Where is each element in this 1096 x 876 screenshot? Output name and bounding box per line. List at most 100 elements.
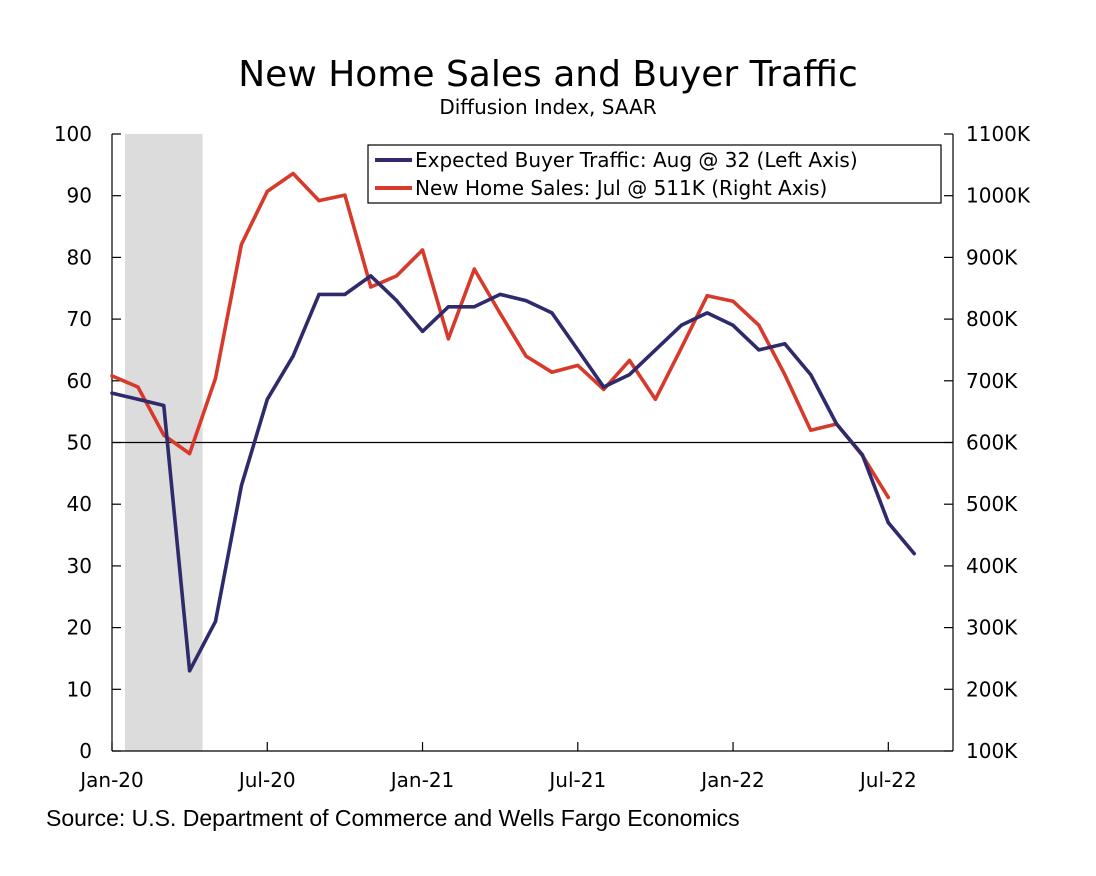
data-point-home-sales bbox=[265, 189, 269, 193]
data-point-home-sales bbox=[783, 373, 787, 377]
left-axis-tick-label: 40 bbox=[67, 492, 92, 516]
data-point-home-sales bbox=[472, 267, 476, 271]
data-point-home-sales bbox=[498, 311, 502, 316]
x-axis-tick-label: Jan-22 bbox=[699, 768, 765, 792]
data-point-buyer-traffic bbox=[317, 292, 321, 297]
data-point-buyer-traffic bbox=[834, 422, 839, 426]
data-point-home-sales bbox=[602, 387, 606, 392]
left-axis-tick-label: 0 bbox=[79, 739, 92, 763]
data-point-buyer-traffic bbox=[886, 521, 890, 525]
left-axis-tick-label: 30 bbox=[67, 554, 92, 578]
series-layer bbox=[110, 171, 917, 673]
left-axis-tick-label: 100 bbox=[54, 122, 92, 146]
data-point-buyer-traffic bbox=[757, 348, 761, 352]
data-point-home-sales bbox=[757, 323, 761, 327]
data-point-home-sales bbox=[576, 363, 580, 367]
data-point-home-sales bbox=[136, 385, 140, 389]
legend-box bbox=[367, 144, 942, 204]
chart-subtitle: Diffusion Index, SAAR bbox=[439, 95, 656, 119]
data-point-buyer-traffic bbox=[627, 373, 632, 377]
data-point-home-sales bbox=[627, 358, 632, 363]
right-axis-tick-label: 800K bbox=[966, 307, 1018, 331]
data-point-home-sales bbox=[369, 285, 373, 289]
data-point-home-sales bbox=[886, 495, 890, 500]
data-point-buyer-traffic bbox=[369, 274, 373, 278]
data-point-buyer-traffic bbox=[498, 292, 502, 297]
data-point-home-sales bbox=[110, 374, 114, 378]
data-point-home-sales bbox=[705, 294, 709, 298]
series-line-buyer-traffic bbox=[110, 274, 917, 673]
data-point-buyer-traffic bbox=[550, 311, 554, 315]
source-note: Source: U.S. Department of Commerce and … bbox=[46, 805, 740, 831]
data-point-home-sales bbox=[524, 354, 528, 358]
right-axis-tick-label: 300K bbox=[966, 616, 1018, 640]
right-axis-tick-label: 400K bbox=[966, 554, 1018, 578]
data-point-buyer-traffic bbox=[705, 311, 709, 315]
data-point-buyer-traffic bbox=[291, 354, 295, 358]
x-axis-tick-label: Jul-21 bbox=[547, 768, 606, 792]
data-point-home-sales bbox=[446, 337, 450, 341]
data-point-buyer-traffic bbox=[110, 391, 114, 395]
data-point-home-sales bbox=[213, 376, 218, 380]
data-point-home-sales bbox=[550, 370, 554, 374]
data-point-buyer-traffic bbox=[783, 342, 787, 346]
data-point-buyer-traffic bbox=[809, 373, 813, 377]
data-point-home-sales bbox=[291, 171, 295, 176]
x-axis-tick-label: Jul-22 bbox=[858, 768, 917, 792]
left-axis-tick-label: 60 bbox=[67, 369, 92, 393]
x-axis-tick-label: Jul-20 bbox=[237, 768, 296, 792]
data-point-home-sales bbox=[809, 428, 813, 432]
x-axis-tick-label: Jan-21 bbox=[389, 768, 455, 792]
data-point-buyer-traffic bbox=[653, 348, 658, 352]
data-point-home-sales bbox=[395, 274, 399, 278]
left-axis-tick-label: 20 bbox=[67, 616, 92, 640]
data-point-buyer-traffic bbox=[731, 323, 735, 327]
data-point-buyer-traffic bbox=[162, 403, 166, 408]
data-point-buyer-traffic bbox=[576, 348, 580, 352]
data-point-home-sales bbox=[317, 199, 321, 203]
data-point-buyer-traffic bbox=[602, 385, 606, 389]
right-axis-tick-label: 200K bbox=[966, 677, 1018, 701]
data-point-buyer-traffic bbox=[912, 551, 916, 556]
data-point-home-sales bbox=[731, 299, 735, 303]
data-point-buyer-traffic bbox=[213, 619, 218, 624]
left-axis-tick-label: 90 bbox=[67, 184, 92, 208]
data-point-buyer-traffic bbox=[446, 305, 450, 309]
right-axis-tick-label: 1100K bbox=[966, 122, 1031, 146]
data-point-buyer-traffic bbox=[239, 484, 243, 488]
left-axis-tick-label: 80 bbox=[67, 245, 92, 269]
right-axis-tick-label: 900K bbox=[966, 245, 1018, 269]
right-axis-tick-label: 100K bbox=[966, 739, 1018, 763]
x-axis-tick-label: Jan-20 bbox=[78, 768, 144, 792]
data-point-buyer-traffic bbox=[524, 298, 528, 303]
right-axis-tick-label: 1000K bbox=[966, 184, 1031, 208]
left-axis-tick-label: 70 bbox=[67, 307, 92, 331]
data-point-buyer-traffic bbox=[472, 305, 476, 309]
data-point-home-sales bbox=[343, 193, 347, 197]
data-point-buyer-traffic bbox=[860, 453, 865, 457]
data-point-buyer-traffic bbox=[395, 298, 399, 303]
left-axis-tick-label: 10 bbox=[67, 677, 92, 701]
legend: Expected Buyer Traffic: Aug @ 32 (Left A… bbox=[367, 144, 942, 204]
data-point-home-sales bbox=[420, 248, 425, 252]
right-axis-tick-label: 700K bbox=[966, 369, 1018, 393]
chart-title: New Home Sales and Buyer Traffic bbox=[238, 54, 858, 95]
data-point-buyer-traffic bbox=[343, 292, 347, 297]
data-point-home-sales bbox=[162, 433, 166, 437]
data-point-buyer-traffic bbox=[679, 323, 683, 327]
legend-label-home-sales: New Home Sales: Jul @ 511K (Right Axis) bbox=[415, 176, 827, 200]
right-axis-tick-label: 600K bbox=[966, 431, 1018, 455]
right-axis-tick-label: 500K bbox=[966, 492, 1018, 516]
series-line-home-sales bbox=[110, 171, 891, 500]
axes-layer: 0 10 20 30 40 50 60 70 80 90 100 100K 200K 300K 400K 50… bbox=[54, 122, 1031, 792]
data-point-home-sales bbox=[679, 346, 683, 350]
data-point-home-sales bbox=[239, 242, 243, 247]
left-axis-tick-label: 50 bbox=[67, 431, 92, 455]
data-point-buyer-traffic bbox=[136, 397, 140, 401]
data-point-buyer-traffic bbox=[265, 397, 269, 401]
data-point-home-sales bbox=[653, 397, 658, 401]
legend-label-buyer-traffic: Expected Buyer Traffic: Aug @ 32 (Left A… bbox=[415, 148, 858, 172]
data-point-buyer-traffic bbox=[420, 329, 425, 334]
data-point-home-sales bbox=[188, 452, 192, 456]
